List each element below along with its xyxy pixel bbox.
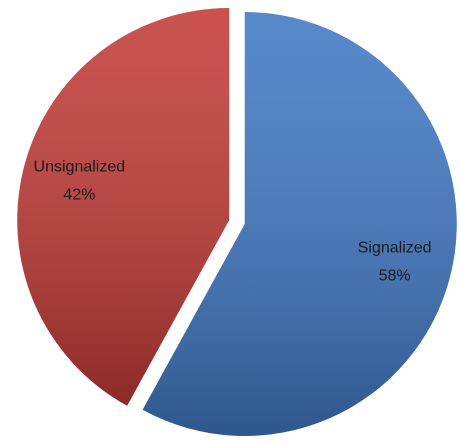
slice-shade — [17, 8, 230, 406]
value-label: 58% — [379, 268, 411, 285]
slice-shade — [142, 11, 457, 436]
slice-label: Unsignalized — [34, 159, 126, 176]
slice-label: Signalized — [358, 240, 432, 257]
value-label: 42% — [63, 187, 95, 204]
